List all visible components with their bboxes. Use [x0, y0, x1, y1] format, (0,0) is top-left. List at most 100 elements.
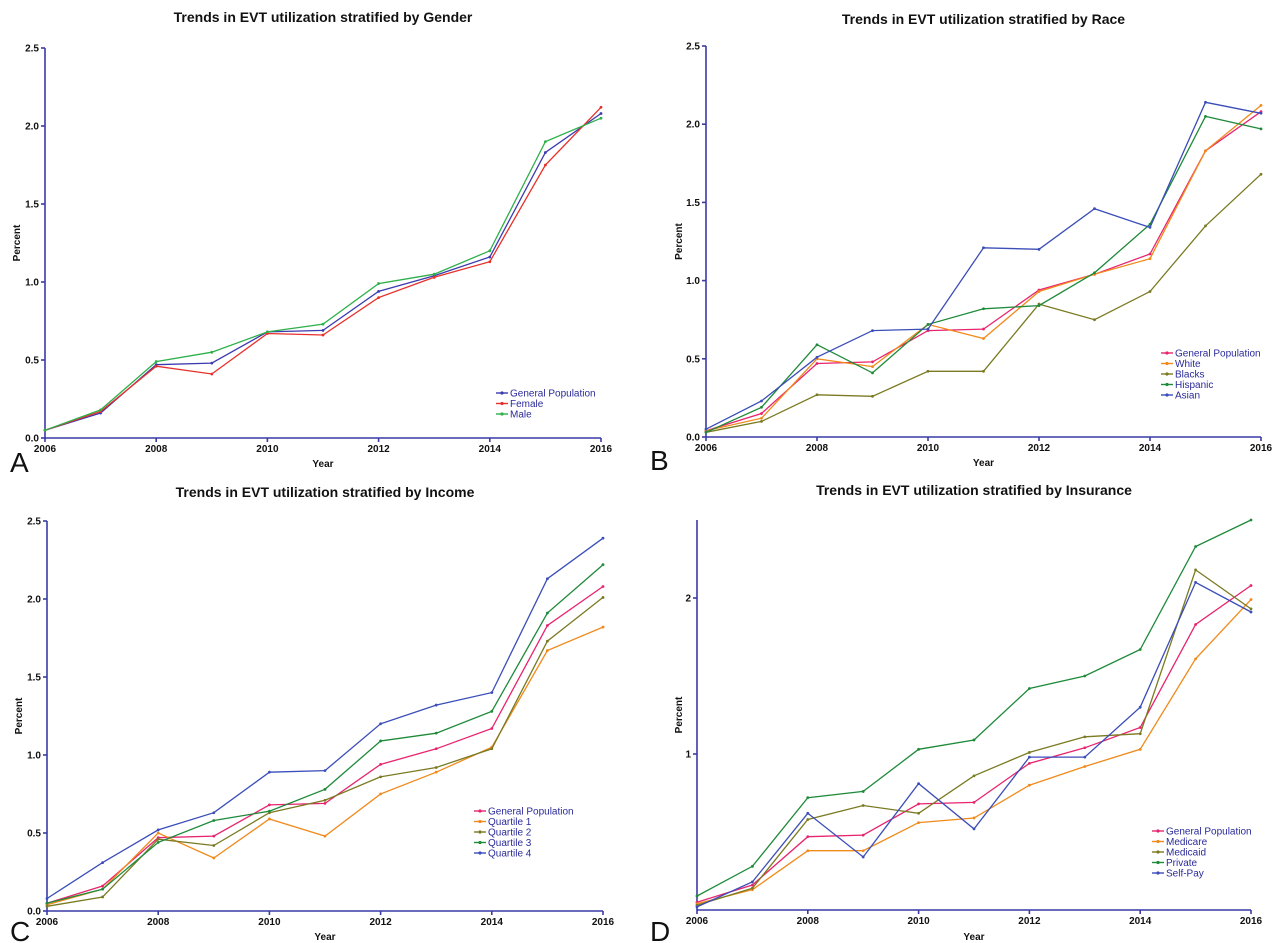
data-point [806, 811, 810, 815]
y-tick-label: 2.5 [27, 517, 41, 528]
data-point [434, 731, 438, 735]
data-point [695, 894, 699, 898]
data-point [434, 766, 438, 769]
data-point [1138, 747, 1142, 751]
data-point [972, 800, 976, 804]
chart-panel-b: Trends in EVT utilization stratified by … [650, 11, 1273, 476]
data-point [1249, 518, 1253, 522]
data-point [268, 817, 271, 821]
data-point [1028, 755, 1031, 759]
y-tick-label: 2.0 [686, 120, 700, 131]
legend-entry: White [1175, 359, 1201, 370]
data-point [546, 577, 549, 581]
data-point [1249, 584, 1253, 587]
data-point [156, 828, 160, 832]
data-point [926, 369, 930, 373]
data-point [432, 272, 436, 276]
data-point [321, 328, 325, 332]
data-point [1259, 111, 1263, 115]
data-point [982, 369, 985, 373]
series-line-quartile-2 [46, 596, 604, 907]
chart-panel-a: Trends in EVT utilization stratified by … [10, 9, 613, 478]
data-point [434, 747, 438, 751]
data-point [154, 360, 158, 363]
data-point [1204, 114, 1207, 118]
x-tick-label: 2008 [145, 444, 168, 455]
data-point [972, 827, 976, 831]
data-point [544, 151, 547, 154]
data-point [1093, 271, 1096, 275]
chart-panel-d: Trends in EVT utilization stratified by … [650, 482, 1263, 943]
data-point [1138, 705, 1142, 709]
data-point [917, 802, 920, 806]
y-tick-label: 0.0 [686, 433, 700, 444]
x-tick-label: 2016 [590, 444, 613, 455]
legend-marker [1165, 351, 1169, 355]
data-point [45, 901, 49, 905]
data-point [871, 360, 874, 364]
y-tick-label: 1.0 [27, 751, 41, 762]
data-point [695, 905, 699, 909]
data-point [544, 140, 547, 144]
data-point [601, 596, 605, 599]
data-point [43, 428, 47, 432]
data-point [546, 611, 549, 615]
data-point [1028, 687, 1031, 690]
data-point [1083, 735, 1087, 739]
y-tick-label: 1.0 [25, 278, 39, 289]
data-point [212, 811, 216, 815]
data-point [760, 416, 763, 420]
data-point [490, 727, 494, 730]
x-axis-label: Year [973, 458, 994, 469]
data-point [379, 762, 382, 766]
series-line-general-population [44, 112, 602, 431]
y-axis-label: Percent [14, 697, 25, 734]
data-point [377, 282, 380, 285]
data-point [1249, 607, 1253, 611]
legend-entry: Asian [1175, 391, 1200, 402]
data-point [704, 430, 708, 434]
data-point [1138, 648, 1142, 651]
x-tick-label: 2006 [686, 916, 709, 927]
data-point [1093, 318, 1096, 322]
data-point [1028, 751, 1031, 754]
data-point [323, 787, 327, 791]
data-point [321, 322, 325, 326]
data-point [861, 804, 865, 807]
data-point [156, 831, 160, 835]
data-point [1204, 224, 1207, 228]
x-tick-label: 2008 [797, 916, 820, 927]
y-tick-label: 1.5 [27, 673, 41, 684]
data-point [323, 834, 327, 838]
data-point [926, 322, 930, 326]
data-point [488, 249, 492, 253]
legend-marker [1165, 393, 1169, 397]
data-point [45, 897, 49, 900]
x-tick-label: 2006 [34, 444, 57, 455]
data-point [601, 625, 605, 629]
x-tick-label: 2006 [695, 443, 718, 454]
data-point [599, 112, 603, 115]
y-tick-label: 2.5 [25, 44, 39, 55]
y-tick-label: 1.5 [25, 200, 39, 211]
legend-marker [500, 412, 504, 416]
data-point [926, 327, 930, 331]
legend-entry: Hispanic [1175, 380, 1213, 391]
y-tick-label: 0.0 [25, 434, 39, 445]
data-point [1259, 104, 1263, 107]
data-point [760, 405, 763, 409]
data-point [268, 803, 271, 807]
data-point [1148, 257, 1152, 261]
data-point [1259, 127, 1263, 131]
data-point [210, 372, 214, 376]
x-tick-label: 2012 [367, 444, 390, 455]
data-point [1249, 598, 1253, 601]
legend-entry: General Population [1166, 827, 1252, 838]
y-tick-label: 2.0 [27, 595, 41, 606]
legend-entry: Female [510, 399, 544, 410]
series-line-male [44, 117, 602, 431]
x-tick-label: 2016 [1240, 916, 1263, 927]
data-point [546, 639, 549, 643]
series-line-quartile-1 [46, 626, 604, 906]
data-point [1194, 657, 1197, 661]
